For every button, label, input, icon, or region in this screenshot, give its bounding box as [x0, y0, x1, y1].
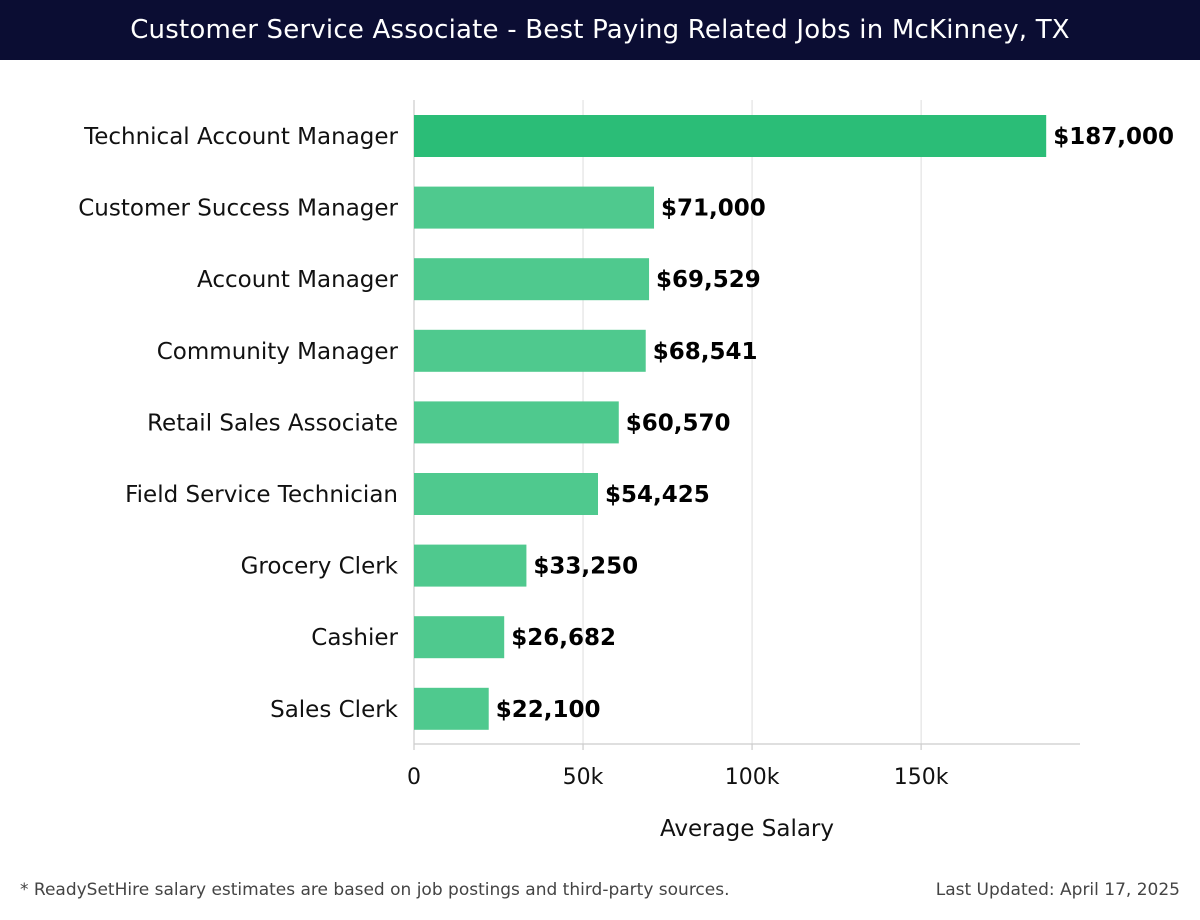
bar — [414, 687, 489, 730]
bar — [414, 544, 527, 587]
chart-header: Customer Service Associate - Best Paying… — [0, 0, 1200, 60]
x-tick-label: 0 — [407, 765, 421, 790]
category-label: Customer Success Manager — [78, 196, 398, 222]
value-label: $26,682 — [511, 625, 616, 651]
value-label: $69,529 — [656, 267, 761, 293]
category-label: Field Service Technician — [125, 482, 398, 508]
value-label: $54,425 — [605, 482, 710, 508]
category-label: Technical Account Manager — [83, 124, 398, 150]
value-label: $187,000 — [1053, 124, 1174, 150]
category-label: Grocery Clerk — [241, 554, 399, 580]
bar — [414, 401, 619, 444]
x-tick-label: 100k — [725, 765, 780, 790]
bar — [414, 329, 646, 372]
bar — [414, 473, 598, 515]
x-axis-title: Average Salary — [660, 816, 834, 842]
value-label: $22,100 — [496, 697, 601, 723]
value-label: $60,570 — [626, 410, 731, 436]
last-updated: Last Updated: April 17, 2025 — [935, 880, 1180, 900]
value-label: $71,000 — [661, 196, 766, 222]
bar — [414, 115, 1047, 157]
bar — [414, 616, 505, 659]
category-label: Retail Sales Associate — [147, 410, 398, 436]
x-tick-label: 50k — [563, 765, 604, 790]
category-label: Community Manager — [157, 339, 399, 365]
footer-note: * ReadySetHire salary estimates are base… — [20, 880, 730, 900]
value-label: $33,250 — [533, 554, 638, 580]
value-label: $68,541 — [653, 339, 758, 365]
bar — [414, 258, 650, 301]
category-label: Cashier — [311, 625, 398, 651]
chart-title: Customer Service Associate - Best Paying… — [130, 15, 1070, 45]
x-tick-label: 150k — [894, 765, 949, 790]
category-label: Sales Clerk — [270, 697, 399, 723]
category-label: Account Manager — [197, 267, 399, 293]
bar — [414, 186, 655, 229]
